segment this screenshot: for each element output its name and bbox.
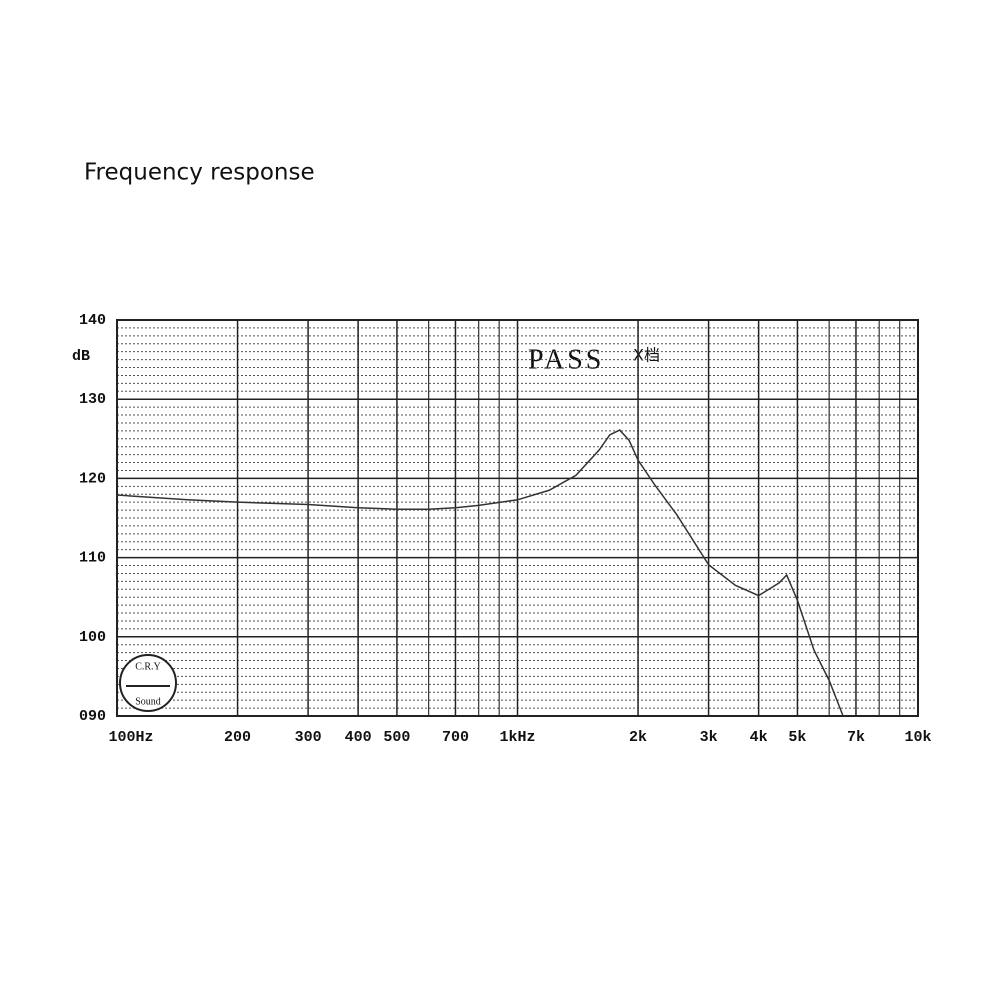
x-tick-label: 500 <box>383 729 410 746</box>
response-line <box>116 429 844 717</box>
x-tick-label: 3k <box>700 729 718 746</box>
y-tick-label: 130 <box>79 391 106 408</box>
annotation: X档 <box>633 346 660 365</box>
legend-box <box>527 340 667 378</box>
x-tick-label: 200 <box>224 729 251 746</box>
x-tick-label: 100Hz <box>108 729 153 746</box>
plot-frame <box>116 319 919 717</box>
y-tick-label: 140 <box>79 312 106 329</box>
y-tick-label: 120 <box>79 470 106 487</box>
x-tick-label: 5k <box>788 729 806 746</box>
x-tick-label: 4k <box>750 729 768 746</box>
y-tick-label: 110 <box>79 550 106 567</box>
x-tick-label: 400 <box>345 729 372 746</box>
chart-title: Frequency response <box>84 160 315 186</box>
y-axis-label: dB <box>72 348 90 365</box>
logo-text: C.R.Y <box>135 661 161 672</box>
y-tick-label: 100 <box>79 629 106 646</box>
logo-text: Sound <box>135 696 161 707</box>
x-tick-label: 10k <box>904 729 931 746</box>
x-tick-label: 300 <box>295 729 322 746</box>
x-tick-label: 1kHz <box>499 729 535 746</box>
x-tick-label: 700 <box>442 729 469 746</box>
x-tick-label: 2k <box>629 729 647 746</box>
x-tick-label: 7k <box>847 729 865 746</box>
logo: C.R.Y Sound <box>119 654 177 712</box>
logo-ring <box>119 654 177 712</box>
y-tick-label: 090 <box>79 708 106 725</box>
